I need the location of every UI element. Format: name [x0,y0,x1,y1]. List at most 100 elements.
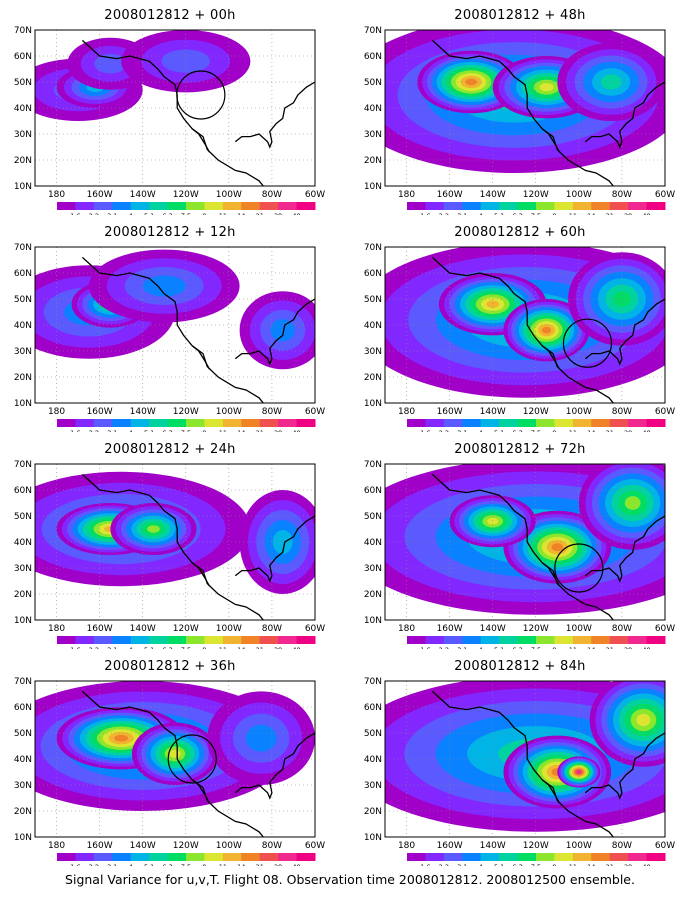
colorbar-swatch [259,202,279,210]
colorbar-label: 11 [219,646,227,649]
coastline [191,128,211,153]
colorbar-swatch [259,419,279,427]
colorbar-label: 21 [256,212,264,215]
colorbar-swatch [241,853,261,861]
lon-tick-label: 180 [48,407,65,417]
colorbar-label: 5.1 [494,212,504,215]
variance-map: 70N 60N 50N 40N 30N 20N 10N 180 160W 140W 120W 100W… [364,243,675,432]
colorbar-label: 4 [129,429,133,432]
coastline [191,345,211,370]
lat-tick-label: 30N [14,564,32,574]
colorbar-label: 4 [479,646,483,649]
coastline [541,562,561,587]
panel-title: 2008012812 + 60h [454,225,586,240]
colorbar-label: 4 [479,212,483,215]
colorbar-swatch [241,636,261,644]
lon-tick-label: 100W [566,407,592,417]
variance-map: 70N 60N 50N 40N 30N 20N 10N 180 160W 140W 120W 100W… [14,677,325,866]
colorbar-label: 3.1 [457,863,467,866]
colorbar-swatch [554,853,574,861]
colorbar-swatch [57,853,76,861]
colorbar-swatch [536,202,555,210]
colorbar-swatch [149,419,169,427]
colorbar-swatch [93,202,113,210]
variance-contour [270,319,296,342]
lon-tick-label: 140W [130,407,156,417]
colorbar-swatch [75,636,95,644]
colorbar-label: 29 [624,863,632,866]
colorbar-label: 2.2 [439,429,449,432]
colorbar-swatch [517,853,537,861]
colorbar-label: 2.2 [89,863,99,866]
colorbar-label: 40 [642,646,650,649]
colorbar-swatch [222,419,242,427]
forecast-panel: 2008012812 + 72h 70N 60N 50N 40N 30N 20N 10N 180… [350,434,690,649]
colorbar-label: 40 [642,429,650,432]
colorbar-swatch [296,853,316,861]
colorbar-swatch [241,419,261,427]
coastline [431,256,614,403]
map-frame [34,246,316,404]
lon-tick-label: 80W [262,190,282,200]
colorbar-swatch [425,636,445,644]
colorbar-label: 3.1 [457,212,467,215]
lat-tick-label: 30N [14,347,32,357]
lat-tick-label: 30N [364,347,382,357]
colorbar-swatch [462,853,482,861]
lon-tick-label: 60W [655,190,675,200]
colorbar-swatch [241,202,261,210]
map-frame [34,29,316,187]
lon-tick-label: 180 [398,624,415,634]
lat-tick-label: 70N [14,460,32,470]
colorbar-swatch [259,636,279,644]
panel-title: 2008012812 + 48h [454,8,586,23]
lat-tick-label: 60N [14,269,32,279]
colorbar-label: 7.5 [181,429,191,432]
colorbar-swatch [296,419,316,427]
colorbar-label: 6.3 [512,646,522,649]
lon-tick-label: 100W [216,407,242,417]
colorbar-label: 14 [237,212,245,215]
colorbar-swatch [499,636,519,644]
lat-tick-label: 50N [14,729,32,739]
lat-tick-label: 10N [14,182,32,192]
lon-tick-label: 160W [87,407,113,417]
colorbar-label: 40 [292,429,300,432]
colorbar-label: 2.2 [89,646,99,649]
lon-tick-label: 60W [655,407,675,417]
colorbar-label: 29 [274,646,282,649]
variance-map: 70N 60N 50N 40N 30N 20N 10N 180 160W 140W 120W 100W… [364,460,675,649]
colorbar-swatch [204,202,224,210]
colorbar-label: 11 [219,212,227,215]
coastline [431,473,614,620]
variance-contour [272,530,293,554]
lon-tick-label: 160W [87,190,113,200]
colorbar-swatch [591,636,611,644]
colorbar-swatch [75,202,95,210]
colorbar-swatch [204,419,224,427]
variance-contour [541,326,552,334]
lon-tick-label: 100W [216,841,242,851]
lat-tick-label: 40N [14,538,32,548]
colorbar-label: 9 [552,646,556,649]
colorbar-swatch [480,636,500,644]
forecast-panel: 2008012812 + 84h 70N 60N 50N 40N 30N 20N 10N 180… [350,651,690,866]
colorbar-label: 3.1 [107,212,117,215]
lon-tick-label: 180 [398,190,415,200]
colorbar-label: 21 [606,863,614,866]
lat-tick-label: 60N [364,269,382,279]
colorbar-label: 40 [292,646,300,649]
panel-title: 2008012812 + 72h [454,442,586,457]
colorbar-swatch [149,202,169,210]
lat-tick-label: 10N [14,833,32,843]
lon-tick-label: 160W [437,407,463,417]
colorbar-swatch [462,202,482,210]
colorbar-swatch [75,853,95,861]
colorbar-label: 9 [202,429,206,432]
colorbar-label: 21 [606,646,614,649]
lon-tick-label: 140W [480,841,506,851]
coastline [81,256,264,403]
colorbar-swatch [407,419,426,427]
colorbar-label: 6.3 [512,429,522,432]
colorbar-swatch [57,202,76,210]
